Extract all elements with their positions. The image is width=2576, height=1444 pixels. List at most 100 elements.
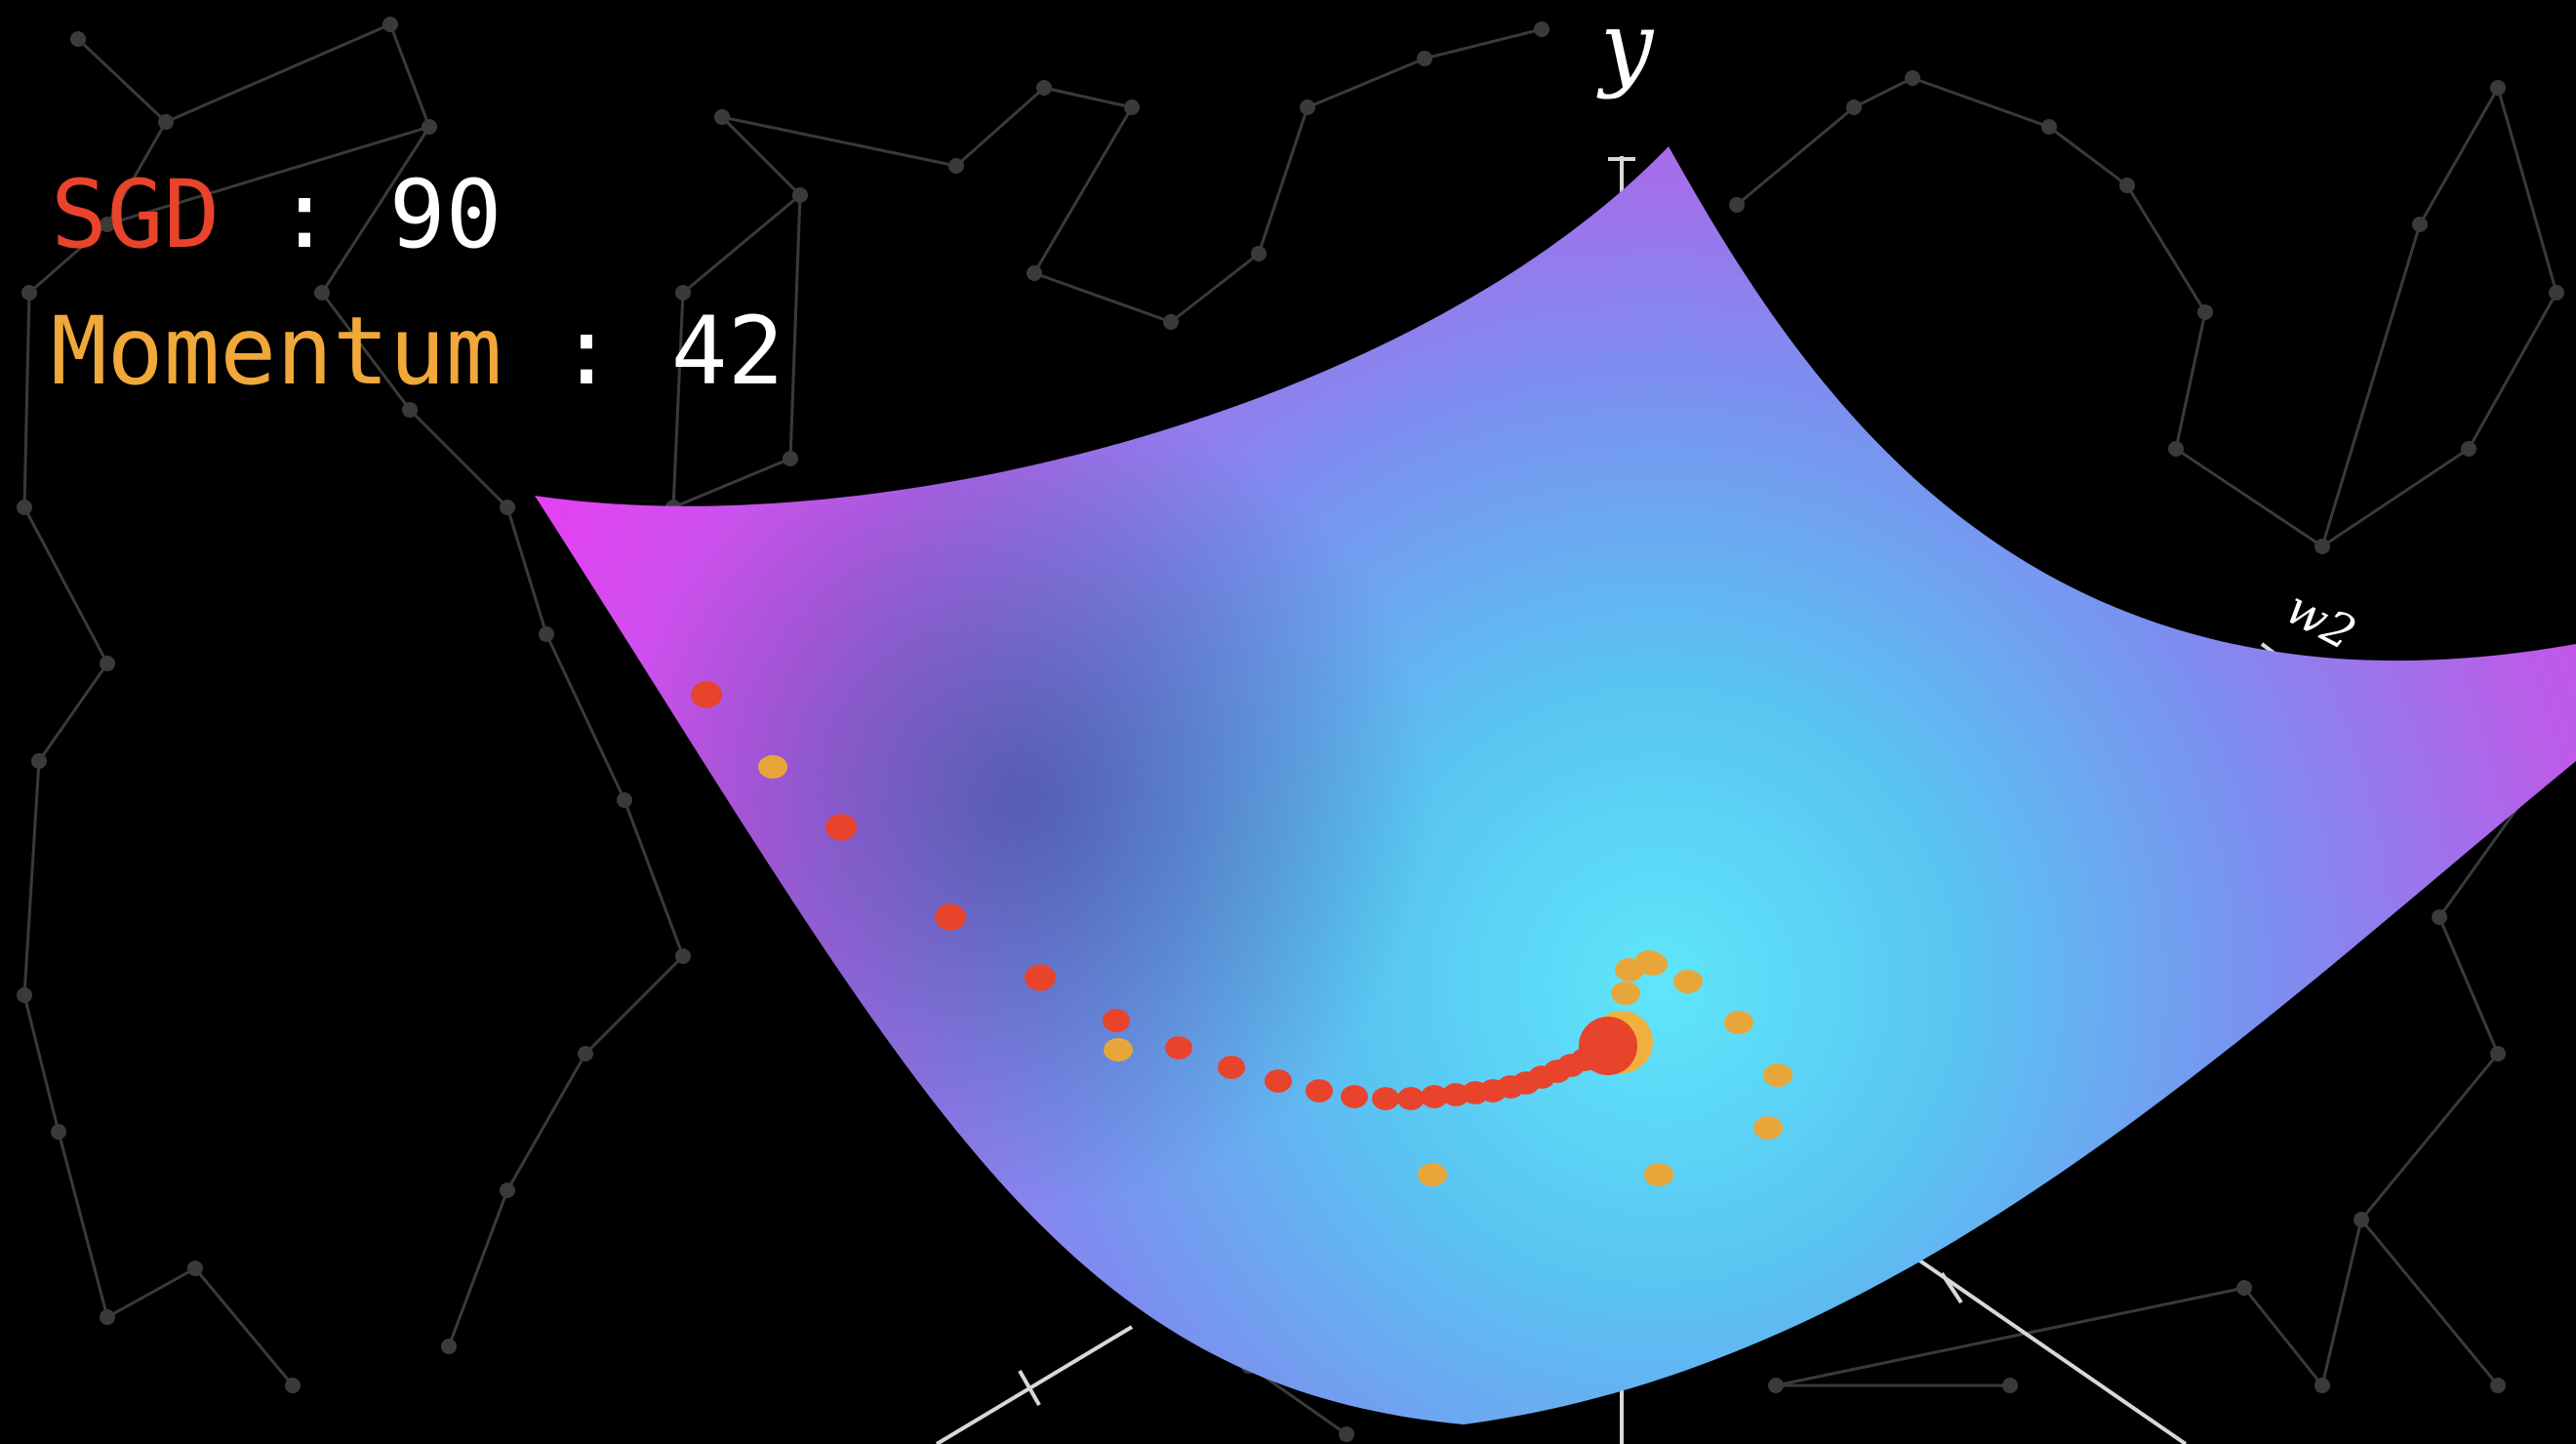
constellation-edge bbox=[22, 506, 109, 664]
constellation-star bbox=[1768, 1378, 1784, 1393]
momentum-step-point bbox=[1724, 1011, 1753, 1034]
momentum-label: Momentum bbox=[51, 297, 503, 406]
constellation-edge bbox=[37, 662, 109, 762]
sgd-step-point bbox=[1421, 1085, 1448, 1108]
constellation-edge bbox=[2242, 1287, 2324, 1386]
constellation-star bbox=[2168, 441, 2184, 457]
constellation-star bbox=[1729, 197, 1745, 213]
constellation-star bbox=[2236, 1280, 2252, 1296]
constellation-star bbox=[314, 285, 330, 301]
constellation-star bbox=[70, 31, 86, 47]
constellation-edge bbox=[165, 22, 391, 124]
constellation-edge bbox=[682, 193, 801, 295]
constellation-star bbox=[2354, 1212, 2369, 1227]
w2-axis-label: w2 bbox=[2276, 581, 2364, 662]
momentum-trajectory bbox=[758, 755, 1792, 1186]
constellation-edge bbox=[1257, 106, 1309, 255]
constellation-star bbox=[422, 119, 437, 135]
constellation-star bbox=[1251, 246, 1267, 261]
momentum-step-count: 42 bbox=[670, 297, 785, 406]
constellation-star bbox=[714, 109, 730, 125]
sgd-step-point bbox=[825, 814, 857, 841]
sgd-step-point bbox=[935, 903, 966, 931]
constellation-star bbox=[2002, 1378, 2018, 1393]
sgd-step-count: 90 bbox=[388, 160, 503, 269]
constellation-edge bbox=[505, 506, 548, 635]
sgd-step-point bbox=[1341, 1085, 1368, 1108]
sgd-step-point bbox=[691, 681, 722, 708]
sgd-step-point bbox=[1218, 1056, 1245, 1079]
constellation-edge bbox=[788, 194, 802, 460]
constellation-edge bbox=[955, 86, 1045, 168]
constellation-edge bbox=[721, 115, 957, 168]
momentum-step-point bbox=[758, 755, 787, 779]
constellation-edge bbox=[106, 1266, 196, 1319]
constellation-edge bbox=[720, 115, 802, 197]
constellation-star bbox=[500, 500, 515, 515]
sgd-label: SGD bbox=[51, 160, 221, 269]
constellation-edge bbox=[2320, 1219, 2363, 1386]
constellation-star bbox=[382, 17, 398, 32]
constellation-edge bbox=[671, 292, 685, 508]
constellation-edge bbox=[22, 292, 31, 508]
constellation-edge bbox=[1736, 105, 1855, 207]
momentum-step-point bbox=[1753, 1116, 1783, 1140]
sgd-step-point bbox=[1165, 1036, 1192, 1060]
constellation-star bbox=[51, 1124, 66, 1140]
momentum-step-point bbox=[1611, 982, 1640, 1005]
constellation-edge bbox=[2359, 1219, 2500, 1386]
surface-shading bbox=[535, 146, 2576, 1424]
constellation-star bbox=[1026, 265, 1042, 281]
constellation-star bbox=[1905, 70, 1920, 86]
constellation-star bbox=[2490, 1378, 2506, 1393]
sgd-current-ball bbox=[1579, 1017, 1637, 1075]
momentum-counter: Momentum : 42 bbox=[51, 304, 784, 398]
constellation-star bbox=[1534, 21, 1550, 37]
constellation-edge bbox=[22, 994, 60, 1133]
sgd-counter: SGD : 90 bbox=[51, 168, 502, 261]
constellation-star bbox=[2412, 217, 2428, 232]
sgd-step-point bbox=[1306, 1079, 1333, 1103]
constellation-background bbox=[17, 17, 2564, 1442]
constellation-edge bbox=[320, 126, 431, 294]
constellation-edge bbox=[28, 222, 108, 295]
constellation-star bbox=[1846, 100, 1862, 115]
constellation-star bbox=[2119, 178, 2135, 193]
constellation-star bbox=[17, 987, 32, 1003]
constellation-edge bbox=[1170, 252, 1260, 324]
constellation-star bbox=[617, 792, 632, 808]
momentum-step-point bbox=[1644, 1163, 1673, 1186]
sgd-step-point bbox=[1025, 964, 1056, 991]
constellation-star bbox=[2041, 119, 2057, 135]
constellation-edge bbox=[2496, 87, 2558, 294]
momentum-step-point bbox=[1634, 950, 1664, 974]
constellation-edge bbox=[76, 37, 168, 124]
constellation-star bbox=[187, 1261, 203, 1276]
momentum-separator: : bbox=[502, 297, 671, 406]
constellation-star bbox=[675, 285, 691, 301]
constellation-star bbox=[2314, 539, 2330, 554]
constellation-edge bbox=[388, 23, 431, 128]
constellation-star bbox=[948, 158, 964, 174]
constellation-star bbox=[578, 1046, 593, 1062]
sgd-step-point bbox=[1397, 1087, 1425, 1110]
constellation-star bbox=[2314, 1378, 2330, 1393]
constellation-edge bbox=[1307, 57, 1426, 109]
constellation-edge bbox=[1043, 86, 1133, 109]
constellation-star bbox=[21, 285, 37, 301]
momentum-step-point bbox=[1763, 1063, 1792, 1087]
constellation-star bbox=[1124, 100, 1140, 115]
constellation-star bbox=[783, 451, 798, 466]
constellation-edge bbox=[2437, 916, 2500, 1055]
constellation-edge bbox=[1775, 1286, 2245, 1387]
constellation-edge bbox=[2359, 1053, 2500, 1221]
constellation-edge bbox=[320, 292, 412, 411]
constellation-star bbox=[2490, 1046, 2506, 1062]
constellation-edge bbox=[1424, 27, 1543, 60]
constellation-star bbox=[100, 217, 115, 232]
constellation-edge bbox=[1912, 76, 2050, 129]
sgd-trajectory bbox=[691, 681, 1610, 1110]
constellation-edge bbox=[2174, 311, 2207, 450]
sgd-step-point bbox=[1103, 1009, 1130, 1032]
